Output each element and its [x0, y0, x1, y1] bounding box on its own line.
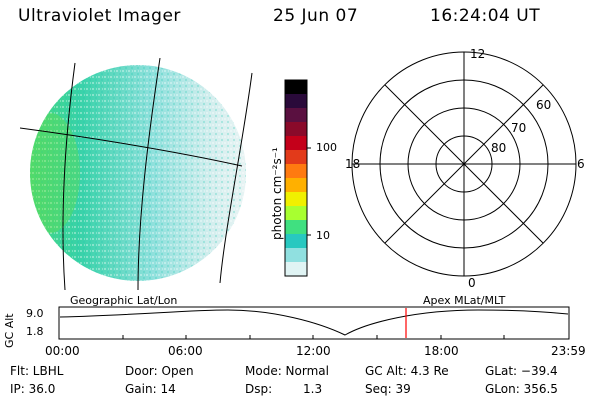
projection-label-geographic: Geographic Lat/Lon	[70, 294, 178, 307]
altitude-curve	[59, 309, 569, 336]
colorbar-band	[285, 206, 307, 221]
uv-auroral-image	[20, 58, 253, 290]
dsp-label: Dsp:	[245, 382, 273, 396]
door-status: Door: Open	[125, 364, 194, 378]
mlt-label-0: 0	[468, 276, 476, 290]
colorbar	[284, 79, 311, 277]
colorbar-tick-100: 100	[316, 141, 337, 154]
filter-status: Flt: LBHL	[10, 364, 64, 378]
colorbar-unit-label: photon cm⁻²s⁻¹	[270, 147, 284, 240]
colorbar-band	[285, 234, 307, 249]
mlt-label-6: 6	[577, 157, 585, 171]
seq-status: Seq: 39	[365, 382, 411, 396]
projection-label-apex: Apex MLat/MLT	[423, 294, 506, 307]
time-tick-0600: 06:00	[168, 344, 203, 358]
colorbar-scale	[285, 80, 307, 277]
mlt-label-12: 12	[470, 47, 486, 61]
lat-lon-grid	[20, 58, 253, 290]
altitude-axis-label: GC Alt	[3, 313, 16, 348]
gc-alt-status: GC Alt: 4.3 Re	[365, 364, 449, 378]
glon-status: GLon: 356.5	[485, 382, 558, 396]
time-tick-1800: 18:00	[424, 344, 459, 358]
polar-mlat-mlt-plot	[351, 51, 577, 277]
colorbar-band	[285, 248, 307, 263]
mlat-label-60: 60	[536, 98, 552, 112]
app-title: Ultraviolet Imager	[18, 6, 181, 26]
colorbar-band	[285, 122, 307, 137]
dsp-value: 1.3	[303, 382, 323, 396]
time-tick-0000: 00:00	[45, 344, 80, 358]
mlat-label-70: 70	[511, 121, 527, 135]
altitude-tick-9: 9.0	[26, 307, 44, 320]
mode-status: Mode: Normal	[245, 364, 329, 378]
colorbar-band	[285, 80, 307, 95]
date-label: 25 Jun 07	[273, 6, 359, 26]
altitude-timeline	[58, 306, 570, 340]
gain-status: Gain: 14	[125, 382, 176, 396]
mlat-label-80: 80	[491, 141, 507, 155]
ip-status: IP: 36.0	[10, 382, 56, 396]
colorbar-band	[285, 136, 307, 151]
mlt-label-18: 18	[345, 157, 361, 171]
time-label: 16:24:04 UT	[430, 6, 541, 26]
colorbar-band	[285, 262, 307, 277]
glat-status: GLat: −39.4	[485, 364, 558, 378]
colorbar-tick-10: 10	[316, 229, 330, 242]
colorbar-band	[285, 94, 307, 109]
time-tick-2359: 23:59	[551, 344, 586, 358]
colorbar-band	[285, 164, 307, 179]
colorbar-band	[285, 150, 307, 165]
colorbar-band	[285, 220, 307, 235]
time-tick-1200: 12:00	[296, 344, 331, 358]
colorbar-band	[285, 108, 307, 123]
altitude-tick-1-8: 1.8	[26, 325, 44, 338]
colorbar-band	[285, 192, 307, 207]
colorbar-band	[285, 178, 307, 193]
